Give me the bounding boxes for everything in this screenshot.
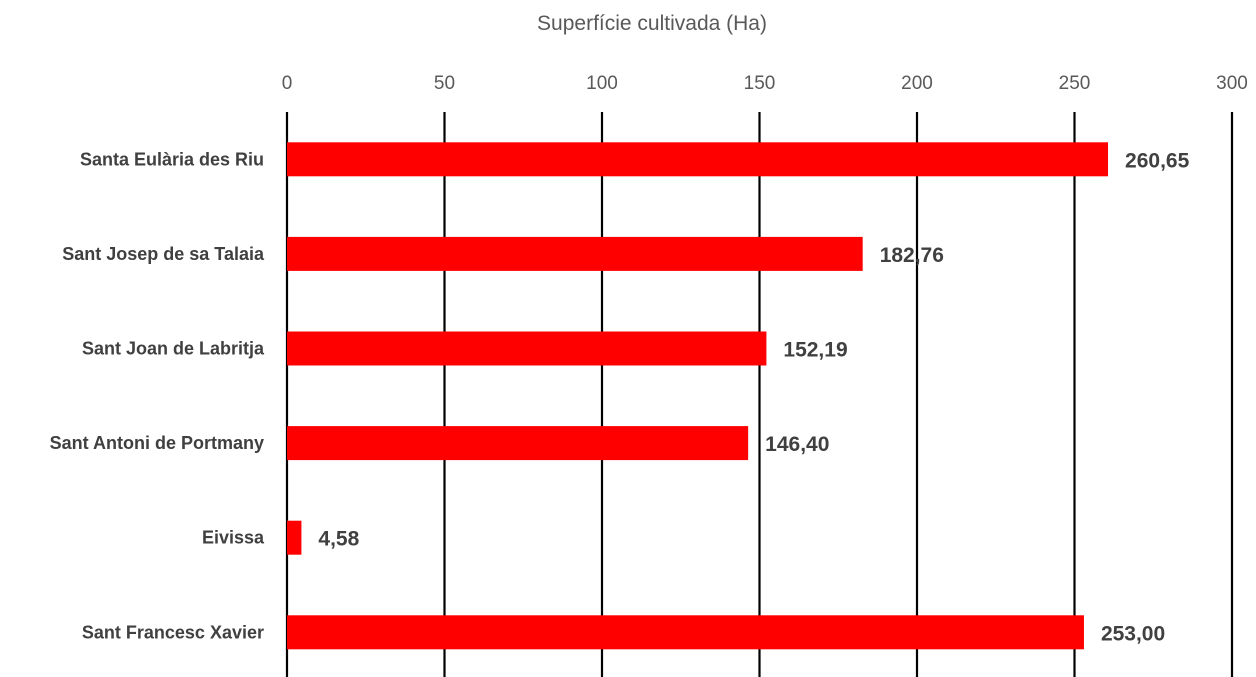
bar [287,520,302,555]
bar [287,426,749,461]
category-label: Sant Francesc Xavier [82,622,264,642]
data-label: 182,76 [880,244,944,267]
category-label: Sant Josep de sa Talaia [62,244,265,264]
category-label: Sant Joan de Labritja [82,339,265,359]
x-tick-label: 150 [744,73,776,94]
bar [287,142,1109,177]
category-labels: Santa Eulària des Riu Sant Josep de sa Ta… [50,149,265,642]
x-tick-label: 0 [282,73,293,94]
gridlines [285,112,1234,677]
x-tick-label: 250 [1059,73,1091,94]
x-axis-title: Superfície cultivada (Ha) [537,12,767,35]
bar [287,236,863,271]
x-tick-label: 200 [901,73,933,94]
data-label: 253,00 [1101,622,1165,645]
data-label: 152,19 [783,339,847,362]
data-label: 4,58 [318,528,359,551]
data-label: 146,40 [765,433,829,456]
bar [287,615,1084,650]
bar [287,331,767,366]
category-label: Eivissa [202,528,265,548]
x-tick-label: 100 [586,73,618,94]
x-tick-label: 50 [434,73,455,94]
x-tick-label: 300 [1216,73,1248,94]
bars [287,142,1109,650]
x-axis-ticks: 0 50 100 150 200 250 300 [282,73,1248,94]
data-labels: 260,65 182,76 152,19 146,40 4,58 253,00 [318,149,1189,645]
category-label: Santa Eulària des Riu [80,149,264,169]
data-label: 260,65 [1125,149,1190,172]
category-label: Sant Antoni de Portmany [50,433,264,453]
